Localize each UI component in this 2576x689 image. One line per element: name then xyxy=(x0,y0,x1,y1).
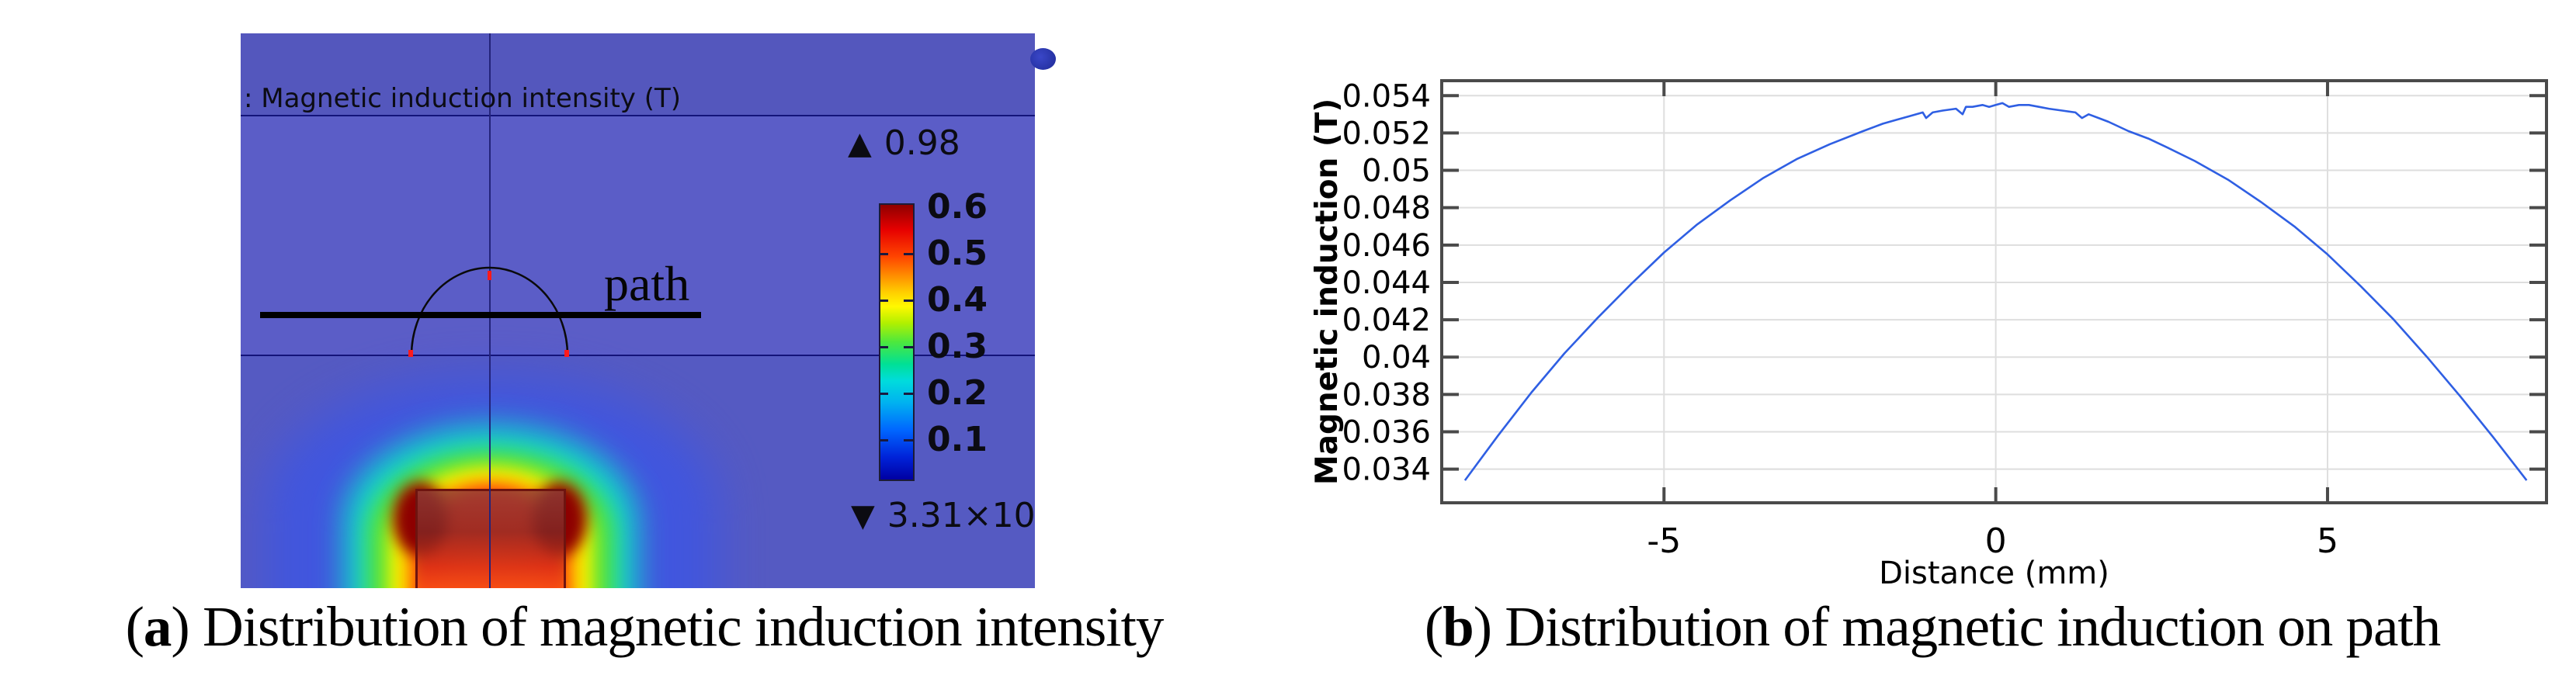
caption-b-letter: b xyxy=(1442,595,1474,658)
line-chart: 0.0540.0520.050.0480.0460.0440.0420.040.… xyxy=(1310,78,2548,591)
induction-curve xyxy=(1463,102,2528,481)
colorbar-tick-mark xyxy=(904,393,913,395)
plot-frame xyxy=(1440,79,2548,504)
path-line xyxy=(260,312,701,318)
simulation-title: : Magnetic induction intensity (T) xyxy=(244,83,682,114)
colorbar-tick-label: 0.3 xyxy=(927,327,988,366)
max-value: 0.98 xyxy=(884,123,960,163)
colorbar-tick-label: 0.4 xyxy=(927,280,988,320)
colorbar-tick-mark xyxy=(879,439,888,441)
simulation-plot: : Magnetic induction intensity (T) path … xyxy=(241,33,1035,588)
y-tick-label: 0.04 xyxy=(1362,340,1431,376)
y-tick-label: 0.034 xyxy=(1342,452,1431,488)
y-tick-label: 0.036 xyxy=(1342,415,1431,451)
caption-a: (a) Distribution of magnetic induction i… xyxy=(125,595,1165,658)
path-label: path xyxy=(604,256,690,311)
triangle-up-icon: ▲ xyxy=(848,126,872,161)
colorbar-tick-label: 0.2 xyxy=(927,373,988,413)
colorbar-tick-mark xyxy=(879,299,888,302)
min-value: 3.31×10-8 xyxy=(887,496,1035,535)
colorbar-tick-label: 0.5 xyxy=(927,234,988,273)
colorbar xyxy=(879,203,915,481)
colorbar-tick-mark xyxy=(904,253,913,255)
cropped-ui-dot xyxy=(1030,48,1056,70)
triangle-down-icon: ▼ xyxy=(851,498,875,534)
y-axis-title: Magnetic induction (T) xyxy=(1310,99,1345,485)
y-tick-label: 0.038 xyxy=(1342,377,1431,413)
y-tick-label: 0.042 xyxy=(1342,303,1431,338)
vertex-marker-left xyxy=(408,350,413,357)
magnet-rectangle xyxy=(415,489,566,588)
caption-b: (b) Distribution of magnetic induction o… xyxy=(1424,595,2441,658)
vertex-marker-right xyxy=(564,350,569,357)
caption-a-letter: a xyxy=(143,595,172,658)
y-tick-label: 0.05 xyxy=(1362,154,1431,189)
x-tick-label: -5 xyxy=(1647,521,1681,561)
x-axis-title: Distance (mm) xyxy=(1879,556,2109,591)
y-tick-label: 0.054 xyxy=(1342,78,1431,114)
x-tick-label: 5 xyxy=(2317,521,2338,561)
y-tick-label: 0.044 xyxy=(1342,265,1431,301)
colorbar-tick-mark xyxy=(904,439,913,441)
colorbar-tick-mark xyxy=(879,393,888,395)
colorbar-tick-mark xyxy=(904,346,913,348)
y-tick-label: 0.052 xyxy=(1342,116,1431,151)
colorbar-tick-mark xyxy=(879,253,888,255)
y-tick-label: 0.048 xyxy=(1342,191,1431,227)
min-annotation: ▼ 3.31×10-8 xyxy=(851,496,1035,536)
vertex-marker-apex xyxy=(488,271,491,280)
x-tick-label: 0 xyxy=(1985,521,2007,561)
semicircle-arc xyxy=(410,266,569,356)
colorbar-tick-label: 0.1 xyxy=(927,420,988,459)
colorbar-tick-label: 0.6 xyxy=(927,187,988,227)
max-annotation: ▲ 0.98 xyxy=(848,123,960,164)
colorbar-tick-mark xyxy=(904,299,913,302)
colorbar-tick-mark xyxy=(879,346,888,348)
y-tick-label: 0.046 xyxy=(1342,228,1431,264)
